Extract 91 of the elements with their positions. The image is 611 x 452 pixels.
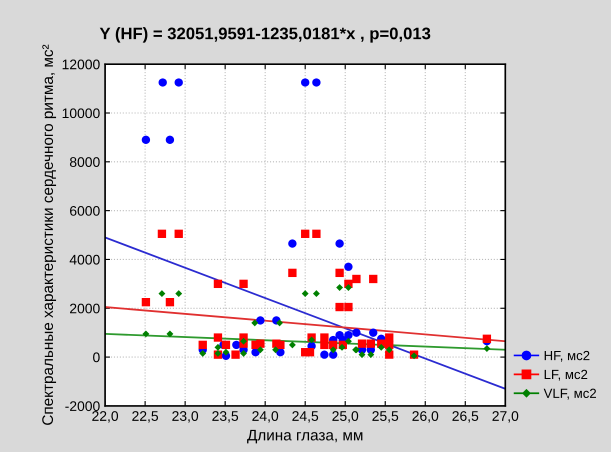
point [276,340,285,350]
y-axis-title: Спектральные характеристики сердечного ритма, мс² [42,44,56,425]
point [175,290,182,298]
point [312,290,320,298]
x-tick-label: 22,5 [132,411,158,423]
point [199,350,206,357]
point [240,338,247,345]
point [369,328,378,337]
point [378,344,385,351]
y-tick-label: 0 [93,352,100,362]
x-tick-label: 23,5 [212,411,238,423]
y-tick-label: 4000 [70,254,100,265]
point [158,78,167,87]
point [367,351,374,358]
point [482,334,492,343]
point [222,348,230,356]
point [214,344,222,351]
x-tick-label: 22,0 [92,411,118,423]
point [385,340,394,350]
point [158,230,166,238]
point [358,339,366,348]
point [329,340,338,350]
y-tick-label: 12000 [62,60,100,70]
x-tick-label: 26,5 [452,411,478,423]
legend-label: VLF, мс2 [544,388,596,400]
point [335,302,344,312]
point [166,330,174,338]
point [214,280,222,288]
point [214,333,222,342]
x-tick-label: 25,5 [372,411,398,423]
point [312,230,321,238]
chart-title: Y (HF) = 32051,9591-1235,0181*x , p=0,013 [100,27,430,43]
point [288,268,297,278]
point [483,345,490,352]
point [166,136,174,144]
x-tick-label: 27,0 [492,411,518,423]
point [369,274,378,284]
point [312,78,321,87]
legend-label: HF, мс2 [544,350,590,362]
point [256,316,265,325]
point [352,328,361,337]
y-tick-label: 10000 [62,108,100,118]
point [306,348,314,356]
point [276,319,284,326]
point [308,336,316,344]
point [352,274,361,284]
point [320,340,329,350]
point [344,262,353,271]
point [301,230,310,238]
point [142,330,150,338]
point [335,239,344,248]
point [174,78,183,87]
point [174,230,183,238]
point [142,298,150,306]
point [288,341,296,348]
point [142,136,150,144]
point [231,350,240,359]
point [338,344,346,351]
point [320,350,329,359]
point [158,290,166,298]
point [344,338,352,345]
point [198,340,207,350]
legend-label: LF, мс2 [544,370,588,381]
point [256,346,264,354]
point [240,350,247,357]
point [302,290,309,298]
x-tick-label: 24,0 [252,411,278,423]
point [251,319,258,326]
x-tick-label: 25,0 [332,411,358,423]
point [288,239,297,248]
point [272,346,280,354]
point [239,280,248,288]
x-tick-label: 24,5 [292,411,318,423]
point [358,351,366,358]
point [256,339,265,348]
point [301,78,310,87]
point [344,284,352,291]
y-tick-label: -2000 [65,401,100,412]
x-axis-title: Длина глаза, мм [247,430,362,444]
point [166,298,174,306]
y-tick-label: 8000 [70,157,100,167]
point [344,302,353,312]
y-tick-label: 6000 [70,206,100,216]
point [336,284,344,291]
point [335,268,344,278]
x-tick-label: 26,0 [412,411,438,423]
x-tick-label: 23,0 [172,411,198,423]
point [222,340,230,350]
point [385,350,394,359]
point [366,339,375,348]
y-tick-label: 2000 [70,304,100,314]
